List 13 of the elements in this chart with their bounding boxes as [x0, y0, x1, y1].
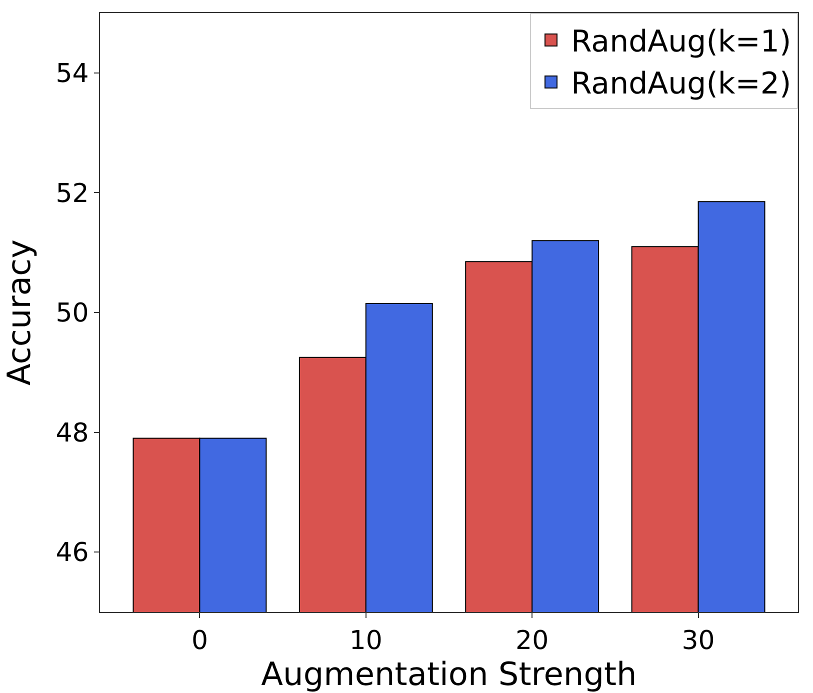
- legend-label: RandAug(k=1): [571, 24, 792, 60]
- y-tick-label: 50: [56, 298, 89, 329]
- y-tick-label: 54: [56, 59, 89, 89]
- y-tick-label: 46: [56, 538, 89, 568]
- x-tick-label: 20: [516, 626, 549, 656]
- y-axis-title: Accuracy: [0, 239, 38, 386]
- legend-label: RandAug(k=2): [571, 66, 792, 102]
- x-tick-label: 0: [191, 626, 208, 656]
- y-tick-label: 48: [56, 418, 89, 448]
- x-axis-title: Augmentation Strength: [261, 655, 637, 693]
- x-tick-label: 10: [349, 626, 382, 656]
- x-tick-label: 30: [682, 626, 715, 656]
- y-tick-label: 52: [56, 178, 89, 209]
